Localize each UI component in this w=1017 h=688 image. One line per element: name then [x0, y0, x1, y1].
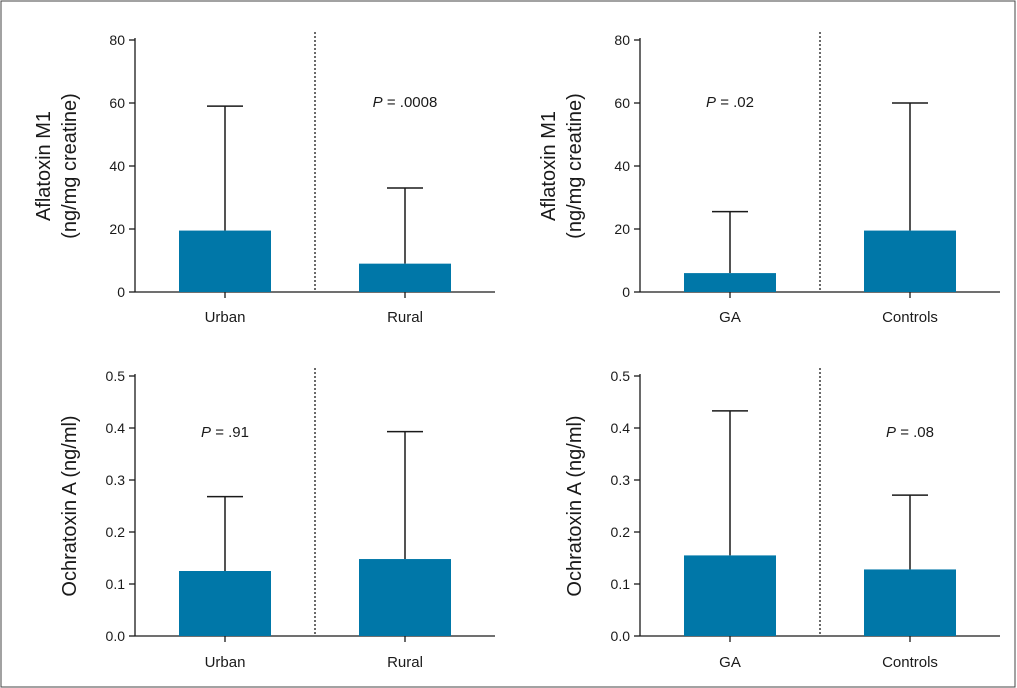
category-label: Rural: [387, 309, 423, 326]
category-label: GA: [719, 654, 741, 671]
y-tick-label: 40: [109, 158, 125, 174]
bar-rural: [359, 559, 451, 636]
y-tick-label: 60: [109, 95, 125, 111]
y-tick-label: 80: [614, 32, 630, 48]
y-tick-label: 0.3: [106, 472, 126, 488]
chart-panel-3: 0.0 0.1 0.2 0.3 0.4 0.5 Urban Rural Ochratoxin A…: [59, 368, 495, 671]
y-tick-label: 0.4: [106, 420, 126, 436]
bar-ga: [684, 555, 776, 636]
y-tick-label: 20: [109, 221, 125, 237]
y-axis-label: (ng/mg creatine): [564, 93, 586, 239]
bar-urban: [179, 571, 271, 636]
y-tick-label: 0.1: [106, 576, 126, 592]
p-value-annotation: P = .08: [886, 424, 934, 441]
category-label: Urban: [205, 654, 246, 671]
y-tick-label: 0.1: [611, 576, 631, 592]
y-tick-label: 0: [622, 284, 630, 300]
category-label: Urban: [205, 309, 246, 326]
y-tick-label: 0.0: [611, 628, 631, 644]
y-tick-label: 40: [614, 158, 630, 174]
category-label: Controls: [882, 654, 938, 671]
category-label: Controls: [882, 309, 938, 326]
chart-panel-1: 0 20 40 60 80 Urban Rural Aflatoxin M1 (ng/mg cr…: [33, 32, 495, 326]
y-tick-label: 0: [117, 284, 125, 300]
p-value-annotation: P = .91: [201, 424, 249, 441]
y-tick-label: 20: [614, 221, 630, 237]
y-tick-label: 0.0: [106, 628, 126, 644]
y-axis-label: (ng/mg creatine): [59, 93, 81, 239]
chart-panel-4: 0.0 0.1 0.2 0.3 0.4 0.5 GA Controls Ochratoxin A…: [564, 368, 1000, 671]
bar-controls: [864, 569, 956, 636]
y-tick-label: 0.4: [611, 420, 631, 436]
bar-rural: [359, 263, 451, 292]
chart-panel-2: 0 20 40 60 80 GA Controls Aflatoxin M1 (ng/mg cr…: [538, 32, 1000, 326]
y-tick-label: 0.2: [106, 524, 126, 540]
y-tick-label: 0.5: [611, 368, 631, 384]
bar-controls: [864, 230, 956, 292]
category-label: Rural: [387, 654, 423, 671]
p-value-annotation: P = .02: [706, 94, 754, 111]
y-tick-label: 80: [109, 32, 125, 48]
y-tick-label: 0.2: [611, 524, 631, 540]
category-label: GA: [719, 309, 741, 326]
y-tick-label: 0.5: [106, 368, 126, 384]
p-value-annotation: P = .0008: [373, 94, 438, 111]
bar-urban: [179, 230, 271, 292]
y-axis-label: Ochratoxin A (ng/ml): [564, 415, 586, 596]
y-axis-label: Aflatoxin M1: [33, 111, 55, 221]
y-axis-label: Aflatoxin M1: [538, 111, 560, 221]
y-tick-label: 0.3: [611, 472, 631, 488]
bar-ga: [684, 273, 776, 292]
y-tick-label: 60: [614, 95, 630, 111]
y-axis-label: Ochratoxin A (ng/ml): [59, 415, 81, 596]
